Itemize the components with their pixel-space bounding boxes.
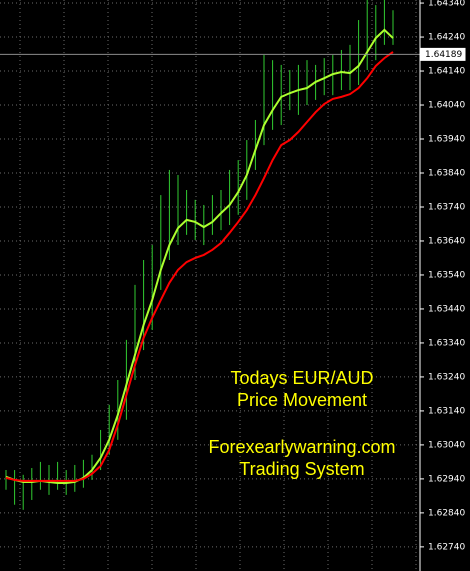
y-tick-label: 1.63740: [428, 202, 465, 212]
y-tick-label: 1.63240: [428, 372, 465, 382]
y-tick-label: 1.64140: [428, 67, 465, 77]
current-price-box: [420, 47, 466, 61]
annotation: Todays EUR/AUD: [230, 368, 373, 388]
y-tick-label: 1.64240: [428, 33, 465, 43]
annotation: Forexearlywarning.com: [208, 437, 395, 457]
y-tick-label: 1.63440: [428, 304, 465, 314]
annotation: Price Movement: [237, 390, 367, 410]
y-tick-label: 1.63640: [428, 236, 465, 246]
y-tick-label: 1.62840: [428, 508, 465, 518]
y-tick-label: 1.63940: [428, 135, 465, 145]
y-tick-label: 1.63340: [428, 338, 465, 348]
y-tick-label: 1.64040: [428, 101, 465, 111]
y-tick-label: 1.62940: [428, 474, 465, 484]
y-tick-label: 1.64340: [428, 0, 465, 9]
moving-average-line: [5, 28, 394, 484]
y-tick-label: 1.63540: [428, 270, 465, 280]
y-tick-label: 1.63140: [428, 406, 465, 416]
annotation: Trading System: [239, 459, 364, 479]
current-price-label: 1.64189: [425, 50, 462, 60]
y-tick-label: 1.62740: [428, 542, 465, 552]
moving-average-line: [5, 51, 394, 482]
y-tick-label: 1.63040: [428, 440, 465, 450]
y-tick-label: 1.63840: [428, 168, 465, 178]
